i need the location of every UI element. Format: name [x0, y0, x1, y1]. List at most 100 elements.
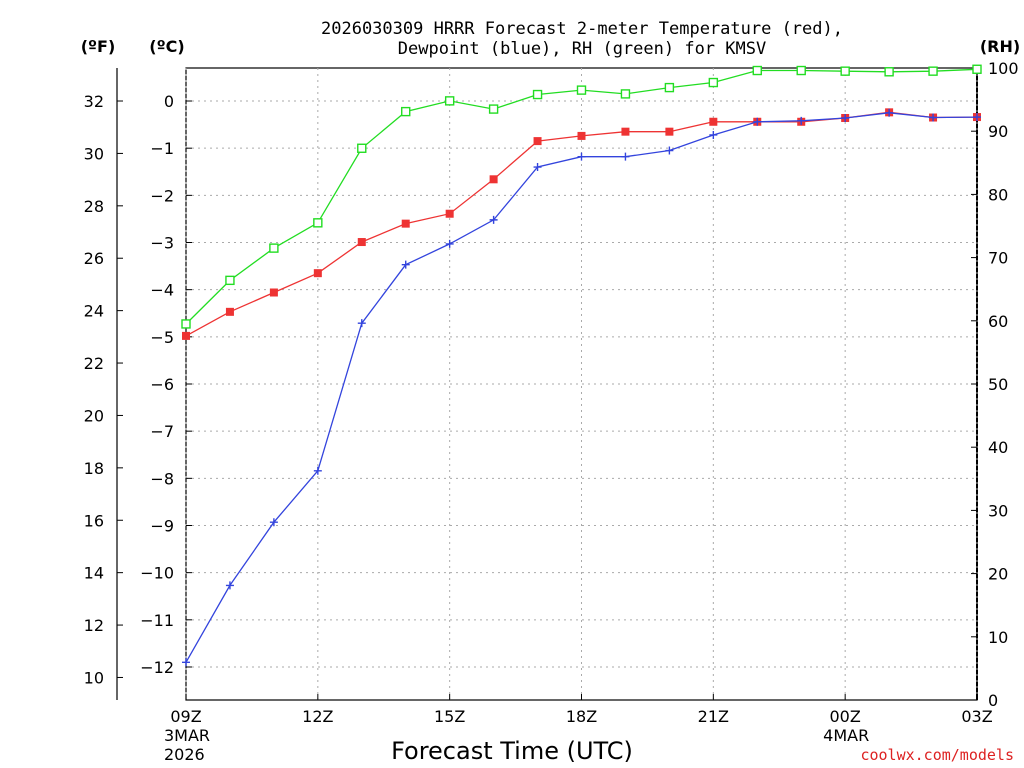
rh-tick-label: 90 [988, 122, 1008, 141]
rh-tick-label: 10 [988, 628, 1008, 647]
rh-tick-label: 50 [988, 375, 1008, 394]
dewpoint-data-point [621, 152, 630, 161]
fahrenheit-tick-label: 26 [84, 249, 104, 268]
rh-data-point [884, 67, 894, 77]
rh-data-point [401, 106, 411, 117]
temperature-data-point [489, 175, 498, 184]
celsius-tick-label: −8 [150, 469, 174, 488]
rh-data-point [972, 64, 982, 74]
temperature-data-point [182, 331, 190, 340]
dewpoint-data-point [489, 215, 498, 224]
celsius-tick-label: −5 [150, 328, 174, 347]
rh-data-point [752, 65, 762, 76]
fahrenheit-tick-label: 22 [84, 354, 104, 373]
dewpoint-data-point [269, 518, 278, 527]
temperature-data-point [577, 131, 586, 140]
time-tick-label: 15Z [434, 707, 465, 726]
celsius-tick-label: −10 [140, 564, 174, 583]
rh-tick-label: 60 [988, 312, 1008, 331]
time-tick-label: 21Z [698, 707, 729, 726]
dewpoint-data-point [841, 113, 850, 122]
dewpoint-data-point [182, 658, 190, 667]
dewpoint-data-point [445, 239, 454, 248]
chart-title-line2: Dewpoint (blue), RH (green) for KMSV [398, 39, 766, 59]
rh-tick-label: 30 [988, 501, 1008, 520]
celsius-tick-label: −4 [150, 281, 174, 300]
celsius-unit-label: (ºC) [149, 37, 184, 56]
series-layer [181, 64, 982, 667]
fahrenheit-unit-label: (ºF) [81, 37, 116, 56]
rh-data-point [840, 66, 850, 76]
celsius-tick-label: −7 [150, 422, 174, 441]
dewpoint-data-point [797, 116, 806, 125]
temperature-data-point [665, 127, 674, 136]
temperature-data-point [225, 307, 234, 316]
rh-data-point [313, 218, 323, 228]
grid-layer [185, 68, 978, 700]
fahrenheit-tick-label: 18 [84, 459, 104, 478]
chart-title-line1: 2026030309 HRRR Forecast 2-meter Tempera… [321, 19, 843, 39]
dewpoint-data-point [225, 581, 234, 590]
rh-tick-label: 40 [988, 438, 1008, 457]
temperature-data-point [269, 288, 278, 297]
fahrenheit-tick-label: 32 [84, 92, 104, 111]
rh-data-point [928, 66, 938, 76]
rh-data-point [664, 82, 675, 93]
rh-tick-label: 80 [988, 185, 1008, 204]
celsius-tick-label: −1 [150, 139, 174, 158]
time-tick-label: 12Z [302, 707, 333, 726]
date-tick-label: 4MAR [823, 726, 869, 745]
credit-link[interactable]: coolwx.com/models [860, 746, 1014, 764]
time-tick-label: 18Z [566, 707, 597, 726]
temperature-data-point [313, 269, 322, 278]
celsius-tick-label: 0 [164, 92, 174, 111]
time-tick-label: 00Z [830, 707, 861, 726]
rh-data-point [620, 89, 631, 99]
celsius-tick-label: −6 [150, 375, 174, 394]
dewpoint-data-point [885, 108, 894, 117]
fahrenheit-tick-label: 10 [84, 668, 104, 687]
rh-data-point [796, 65, 806, 76]
fahrenheit-tick-label: 20 [84, 406, 104, 425]
x-axis-label: Forecast Time (UTC) [391, 737, 633, 765]
ticks-layer: 0 −1 −2 −3 −4 −5 −6 −7 −8 −9 −10 −11 −12 32 30 28 26 24 22… [84, 59, 1019, 764]
rh-data-point [269, 243, 279, 253]
date-tick-label: 3MAR [164, 726, 210, 745]
temperature-data-point [533, 137, 542, 146]
dewpoint-data-point [401, 260, 410, 269]
celsius-tick-label: −3 [150, 234, 174, 253]
fahrenheit-tick-label: 16 [84, 511, 104, 530]
temperature-data-point [357, 238, 366, 247]
temperature-data-point [401, 219, 410, 228]
rh-data-point [181, 319, 191, 329]
dewpoint-data-point [577, 152, 586, 161]
time-tick-label: 03Z [961, 707, 992, 726]
rh-tick-label: 100 [988, 59, 1019, 78]
celsius-tick-label: −2 [150, 186, 174, 205]
temperature-data-point [709, 117, 718, 126]
time-tick-label: 09Z [170, 707, 201, 726]
celsius-tick-label: −12 [140, 658, 174, 677]
dewpoint-data-point [929, 113, 938, 122]
fahrenheit-tick-label: 30 [84, 144, 104, 163]
rh-tick-label: 20 [988, 565, 1008, 584]
dewpoint-data-point [313, 466, 322, 475]
dewpoint-data-point [709, 130, 718, 139]
rh-data-point [708, 77, 719, 88]
fahrenheit-tick-label: 12 [84, 616, 104, 635]
rh-tick-label: 0 [988, 691, 998, 710]
rh-data-point [444, 96, 455, 106]
rh-data-point [357, 143, 367, 153]
rh-data-point [532, 89, 543, 100]
rh-data-point [576, 85, 587, 95]
fahrenheit-tick-label: 24 [84, 302, 104, 321]
temperature-data-point [445, 209, 454, 218]
rh-unit-label: (RH) [980, 37, 1020, 56]
dewpoint-data-point [973, 113, 981, 122]
celsius-tick-label: −11 [140, 611, 174, 630]
dewpoint-data-point [753, 117, 762, 126]
rh-data-point [225, 275, 235, 286]
dewpoint-data-point [533, 163, 542, 172]
rh-data-point [488, 104, 499, 114]
